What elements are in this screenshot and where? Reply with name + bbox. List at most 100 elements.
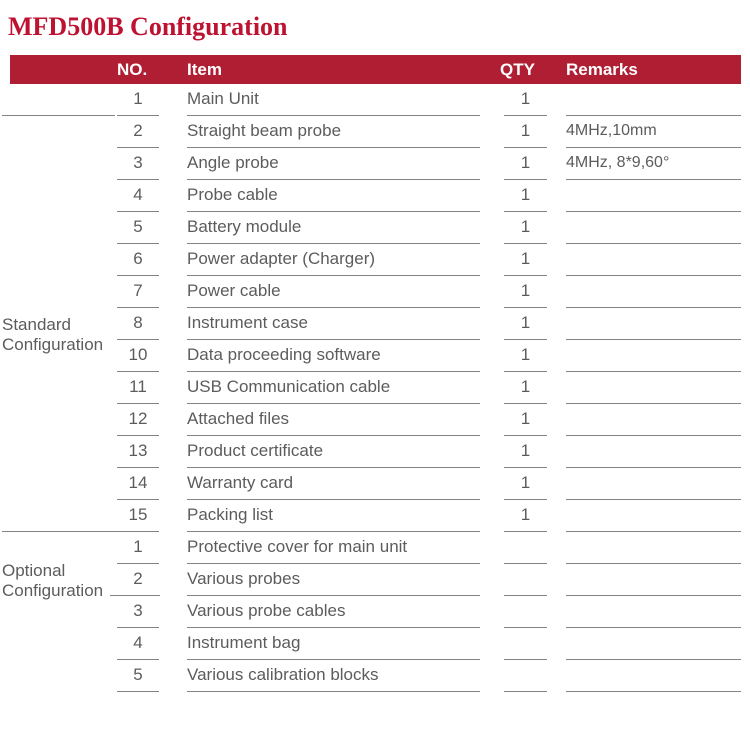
table-row: 4 Instrument bag — [2, 628, 748, 660]
row-remarks-cell — [566, 500, 741, 532]
row-item-cell: Angle probe — [187, 148, 480, 180]
row-remarks-cell — [566, 532, 741, 564]
column-header-remarks: Remarks — [566, 59, 638, 79]
table-row: 4 Probe cable 1 — [2, 180, 748, 212]
row-remarks-cell — [566, 596, 741, 628]
table-row: 3 Angle probe 1 4MHz, 8*9,60° — [2, 148, 748, 180]
row-number-cell: 3 — [117, 596, 159, 628]
row-remarks-cell: 4MHz,10mm — [566, 116, 741, 148]
row-qty-cell: 1 — [504, 148, 547, 180]
row-number-cell: 10 — [117, 340, 159, 372]
row-item-cell: Various probes — [187, 564, 480, 596]
row-qty-cell — [504, 532, 547, 564]
row-remarks-cell: 4MHz, 8*9,60° — [566, 148, 741, 180]
row-item-cell: Probe cable — [187, 180, 480, 212]
row-remarks-cell — [566, 244, 741, 276]
row-number-cell: 4 — [117, 180, 159, 212]
row-item-cell: Data proceeding software — [187, 340, 480, 372]
configuration-table: NO. Item QTY Remarks 1 Main Unit 1 2 Str… — [2, 55, 748, 692]
table-row: 3 Various probe cables — [2, 596, 748, 628]
row-qty-cell — [504, 596, 547, 628]
row-item-cell: Instrument case — [187, 308, 480, 340]
row-item-cell: Battery module — [187, 212, 480, 244]
row-item-cell: Protective cover for main unit — [187, 532, 480, 564]
row-number-cell: 14 — [117, 468, 159, 500]
table-header-bar: NO. Item QTY Remarks — [10, 55, 741, 84]
row-number-cell: 4 — [117, 628, 159, 660]
row-item-cell: Product certificate — [187, 436, 480, 468]
row-remarks-cell — [566, 276, 741, 308]
row-qty-cell: 1 — [504, 468, 547, 500]
column-header-item: Item — [187, 59, 222, 79]
row-remarks-cell — [566, 436, 741, 468]
row-qty-cell: 1 — [504, 404, 547, 436]
row-qty-cell: 1 — [504, 84, 547, 116]
row-item-cell: Various probe cables — [187, 596, 480, 628]
page-title: MFD500B Configuration — [8, 12, 288, 41]
row-qty-cell — [504, 564, 547, 596]
table-rows: 1 Main Unit 1 2 Straight beam probe 1 4M… — [2, 84, 748, 692]
row-number-cell: 13 — [117, 436, 159, 468]
table-row: 15 Packing list 1 — [2, 500, 748, 532]
row-qty-cell: 1 — [504, 212, 547, 244]
row-number-cell: 2 — [117, 564, 159, 596]
table-row: 1 Main Unit 1 — [2, 84, 748, 116]
row-remarks-cell — [566, 212, 741, 244]
row-qty-cell: 1 — [504, 276, 547, 308]
group-divider-line — [110, 594, 160, 596]
row-remarks-cell — [566, 468, 741, 500]
row-qty-cell: 1 — [504, 308, 547, 340]
table-row: 14 Warranty card 1 — [2, 468, 748, 500]
column-header-no: NO. — [117, 59, 148, 79]
row-number-cell: 3 — [117, 148, 159, 180]
row-item-cell: Various calibration blocks — [187, 660, 480, 692]
row-item-cell: Power adapter (Charger) — [187, 244, 480, 276]
table-row: 11 USB Communication cable 1 — [2, 372, 748, 404]
row-number-cell: 1 — [117, 84, 159, 116]
row-number-cell: 11 — [117, 372, 159, 404]
row-remarks-cell — [566, 84, 741, 116]
table-row: 7 Power cable 1 — [2, 276, 748, 308]
table-row: 12 Attached files 1 — [2, 404, 748, 436]
row-qty-cell: 1 — [504, 436, 547, 468]
table-row: 8 Instrument case 1 — [2, 308, 748, 340]
row-qty-cell — [504, 660, 547, 692]
row-number-cell: 8 — [117, 308, 159, 340]
row-item-cell: Straight beam probe — [187, 116, 480, 148]
row-remarks-cell — [566, 564, 741, 596]
column-header-qty: QTY — [500, 59, 535, 79]
row-number-cell: 2 — [117, 116, 159, 148]
row-remarks-cell — [566, 308, 741, 340]
row-item-cell: USB Communication cable — [187, 372, 480, 404]
row-number-cell: 5 — [117, 212, 159, 244]
row-remarks-cell — [566, 628, 741, 660]
row-qty-cell: 1 — [504, 340, 547, 372]
table-row: 5 Battery module 1 — [2, 212, 748, 244]
table-row: 5 Various calibration blocks — [2, 660, 748, 692]
group-divider-line — [2, 114, 115, 116]
row-number-cell: 15 — [117, 500, 159, 532]
table-row: 1 Protective cover for main unit — [2, 532, 748, 564]
row-qty-cell: 1 — [504, 372, 547, 404]
row-qty-cell: 1 — [504, 500, 547, 532]
row-remarks-cell — [566, 660, 741, 692]
table-row: 6 Power adapter (Charger) 1 — [2, 244, 748, 276]
group-label-standard-configuration: Standard Configuration — [2, 315, 104, 354]
table-row: 2 Straight beam probe 1 4MHz,10mm — [2, 116, 748, 148]
row-remarks-cell — [566, 340, 741, 372]
row-remarks-cell — [566, 180, 741, 212]
table-row: 13 Product certificate 1 — [2, 436, 748, 468]
row-item-cell: Packing list — [187, 500, 480, 532]
row-remarks-cell — [566, 372, 741, 404]
row-item-cell: Main Unit — [187, 84, 480, 116]
row-item-cell: Attached files — [187, 404, 480, 436]
row-remarks-cell — [566, 404, 741, 436]
row-qty-cell — [504, 628, 547, 660]
row-qty-cell: 1 — [504, 244, 547, 276]
table-row: 2 Various probes — [2, 564, 748, 596]
table-row: 10 Data proceeding software 1 — [2, 340, 748, 372]
row-item-cell: Instrument bag — [187, 628, 480, 660]
row-item-cell: Power cable — [187, 276, 480, 308]
group-label-optional-configuration: Optional Configuration — [2, 561, 104, 600]
